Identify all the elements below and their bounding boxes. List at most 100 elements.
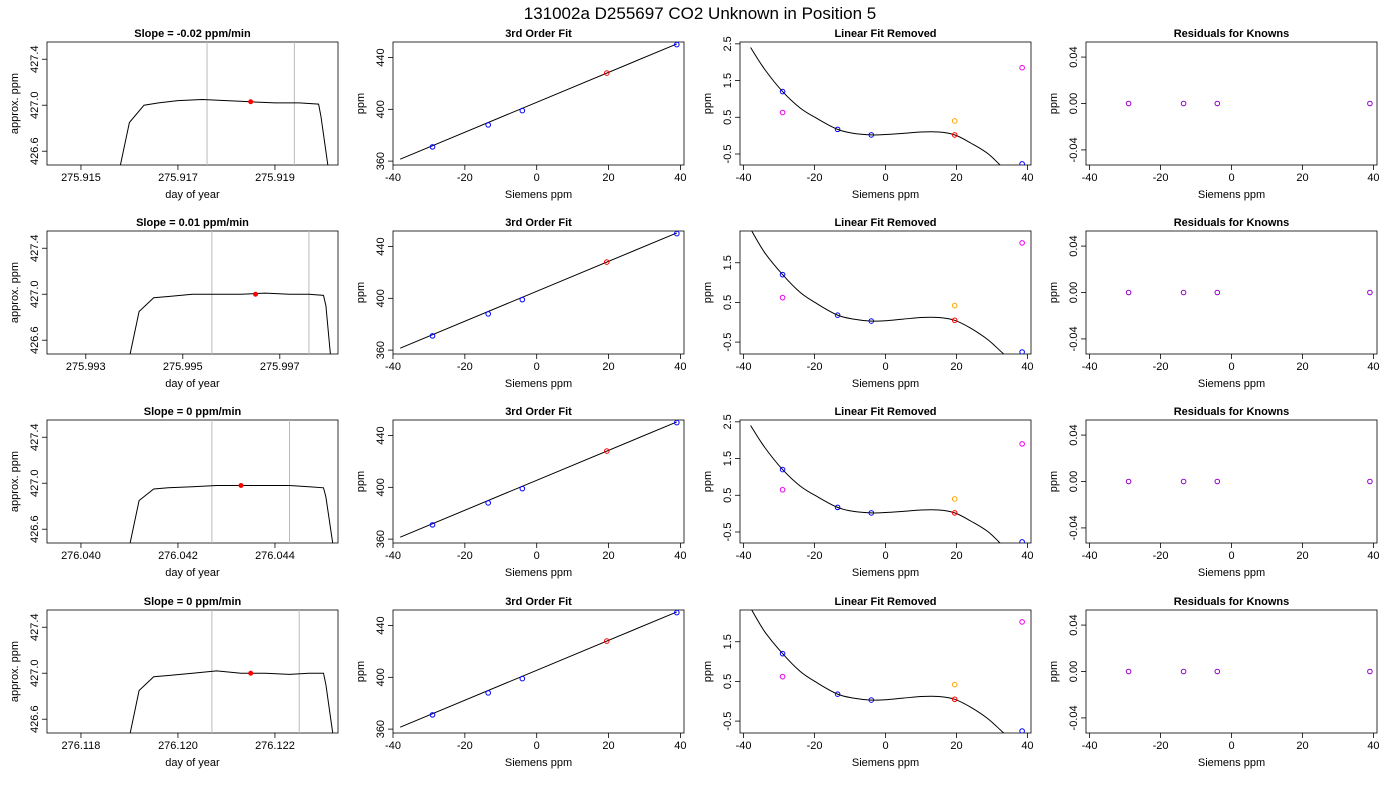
concentration-trace xyxy=(129,485,334,543)
y-tick-label: 440 xyxy=(375,48,387,66)
data-point xyxy=(951,696,958,703)
data-point xyxy=(779,109,786,116)
x-tick-label: -20 xyxy=(1153,550,1169,562)
data-point xyxy=(868,697,875,703)
y-axis-label: approx. ppm xyxy=(9,262,21,323)
plot-frame xyxy=(392,230,685,355)
panel-title: Linear Fit Removed xyxy=(834,596,936,608)
x-tick-label: 20 xyxy=(602,740,614,752)
data-point xyxy=(1180,100,1187,107)
y-tick-label: 1.5 xyxy=(722,451,734,466)
x-tick-label: 0 xyxy=(534,361,540,373)
plot-frame xyxy=(1085,230,1378,355)
x-tick-label: 40 xyxy=(674,172,686,184)
x-tick-label: 0 xyxy=(882,550,888,562)
x-tick-label: 275.997 xyxy=(260,361,300,373)
x-tick-label: -40 xyxy=(1082,740,1098,752)
x-tick-label: -20 xyxy=(807,172,823,184)
x-tick-label: 20 xyxy=(602,550,614,562)
y-tick-label: 440 xyxy=(375,237,387,255)
x-tick-label: 0 xyxy=(882,172,888,184)
y-axis-label: ppm xyxy=(702,471,714,492)
y-tick-label: 0.5 xyxy=(722,674,734,689)
data-point xyxy=(674,42,680,48)
y-tick-label: -0.04 xyxy=(1068,515,1080,540)
y-tick-label: 0.5 xyxy=(722,295,734,310)
x-axis-label: Siemens ppm xyxy=(505,189,572,201)
y-tick-label: 427.0 xyxy=(29,280,41,308)
data-point xyxy=(1019,728,1025,733)
data-point xyxy=(485,311,492,317)
x-tick-label: -40 xyxy=(385,740,401,752)
x-tick-label: 276.042 xyxy=(158,550,198,562)
panel-r4c2: 3rd Order Fit -40 -20 0 20 40 360 400 440 Siemens… xyxy=(355,596,687,769)
x-tick-label: 40 xyxy=(1021,172,1033,184)
plot-frame xyxy=(1085,609,1378,734)
plot-frame xyxy=(1085,419,1378,544)
data-point xyxy=(429,522,436,528)
plot-frame xyxy=(392,419,685,544)
panel-r4c3: Linear Fit Removed -40 -20 0 20 40 -0.5 0.5 1.5 S… xyxy=(702,596,1034,769)
y-axis-label: ppm xyxy=(1048,661,1060,682)
y-tick-label: -0.5 xyxy=(722,712,734,731)
plot-area xyxy=(1125,478,1373,485)
data-point xyxy=(1214,289,1221,296)
x-tick-label: 275.919 xyxy=(255,172,295,184)
x-tick-label: 275.993 xyxy=(66,361,106,373)
data-point xyxy=(674,420,680,426)
x-axis-label: Siemens ppm xyxy=(1198,567,1265,579)
y-axis-label: ppm xyxy=(1048,282,1060,303)
x-axis-label: Siemens ppm xyxy=(852,757,919,769)
x-tick-label: 20 xyxy=(1296,172,1308,184)
x-tick-label: 0 xyxy=(534,740,540,752)
x-tick-label: 40 xyxy=(1367,550,1379,562)
y-axis-label: ppm xyxy=(355,93,367,114)
fit-curve xyxy=(400,611,677,728)
y-axis-label: ppm xyxy=(355,661,367,682)
y-tick-label: 440 xyxy=(375,616,387,634)
y-tick-label: -0.04 xyxy=(1068,326,1080,351)
y-tick-label: 400 xyxy=(375,668,387,686)
plot-frame xyxy=(46,230,339,355)
data-point xyxy=(429,144,436,150)
y-tick-label: 400 xyxy=(375,478,387,496)
panel-r4c1: Slope = 0 ppm/min 276.118 276.120 276.122 42… xyxy=(9,596,339,769)
plot-frame xyxy=(739,41,1032,166)
data-point xyxy=(519,296,526,303)
data-point xyxy=(1180,478,1187,485)
data-point xyxy=(1019,240,1025,246)
panel-title: Linear Fit Removed xyxy=(834,217,936,229)
x-axis-label: Siemens ppm xyxy=(505,567,572,579)
data-point xyxy=(519,485,526,492)
y-axis-label: ppm xyxy=(702,282,714,303)
y-tick-label: 0.00 xyxy=(1068,661,1080,682)
data-point xyxy=(485,690,492,696)
plot-frame xyxy=(392,609,685,734)
sample-marker xyxy=(238,483,244,489)
x-tick-label: 0 xyxy=(882,740,888,752)
data-point xyxy=(1125,289,1132,296)
panel-title: Slope = -0.02 ppm/min xyxy=(134,28,251,40)
x-tick-label: 0 xyxy=(534,172,540,184)
data-point xyxy=(1367,478,1373,485)
data-point xyxy=(1019,161,1025,165)
x-tick-label: 0 xyxy=(1228,361,1234,373)
data-point xyxy=(519,675,526,682)
sample-marker xyxy=(248,99,254,105)
x-tick-label: -20 xyxy=(1153,740,1169,752)
x-tick-label: 20 xyxy=(602,361,614,373)
data-point xyxy=(674,610,680,616)
x-tick-label: 20 xyxy=(1296,740,1308,752)
data-point xyxy=(429,333,436,339)
panel-title: 3rd Order Fit xyxy=(505,406,572,418)
data-point xyxy=(779,486,786,493)
y-tick-label: 1.5 xyxy=(722,255,734,270)
x-axis-label: Siemens ppm xyxy=(505,378,572,390)
x-tick-label: -20 xyxy=(807,550,823,562)
panel-title: Linear Fit Removed xyxy=(834,28,936,40)
plot-frame xyxy=(46,41,339,166)
y-tick-label: 427.4 xyxy=(29,45,41,73)
x-axis-label: Siemens ppm xyxy=(505,757,572,769)
data-point xyxy=(951,496,958,502)
x-tick-label: 20 xyxy=(602,172,614,184)
